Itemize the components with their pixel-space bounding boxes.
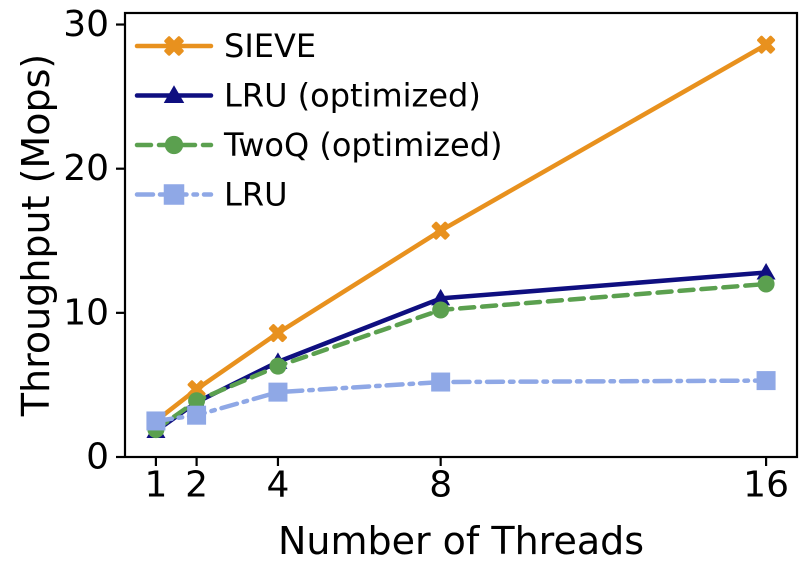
legend-item-twoq-optimized: TwoQ (optimized) xyxy=(134,126,503,164)
y-tick-label: 0 xyxy=(86,437,109,478)
x-tick-label: 1 xyxy=(144,465,167,506)
legend: SIEVE LRU (optimized) TwoQ (optimized) LRU xyxy=(134,27,503,214)
triangle-up-marker-icon xyxy=(756,262,776,280)
circle-marker-icon xyxy=(188,392,206,410)
circle-marker-icon xyxy=(269,357,287,375)
x-tick-label: 8 xyxy=(429,465,452,506)
legend-label: LRU (optimized) xyxy=(224,77,481,115)
legend-label: TwoQ (optimized) xyxy=(223,126,503,164)
x-tick-label: 2 xyxy=(185,465,208,506)
plot-frame xyxy=(123,11,799,459)
x-cross-marker-icon xyxy=(268,324,287,343)
circle-marker-icon xyxy=(432,301,450,319)
legend-item-sieve: SIEVE xyxy=(134,27,316,65)
circle-marker-icon xyxy=(757,275,775,293)
square-marker-icon xyxy=(187,405,207,425)
square-marker-icon xyxy=(431,372,451,392)
legend-item-lru: LRU xyxy=(134,176,287,214)
x-axis-label: Number of Threads xyxy=(278,519,644,563)
x-cross-marker-icon xyxy=(431,221,450,240)
legend-item-lru-optimized: LRU (optimized) xyxy=(134,77,481,115)
legend-label: LRU xyxy=(224,176,287,214)
y-tick-label: 30 xyxy=(63,4,109,45)
y-tick-label: 10 xyxy=(63,292,109,333)
square-marker-icon xyxy=(146,411,166,431)
square-marker-icon xyxy=(163,184,185,205)
x-cross-marker-icon xyxy=(757,35,776,54)
x-tick-label: 16 xyxy=(743,465,789,506)
triangle-up-marker-icon xyxy=(431,288,451,306)
series-lru xyxy=(146,371,776,431)
x-tick-label: 4 xyxy=(266,465,289,506)
x-cross-marker-icon xyxy=(164,36,184,56)
y-axis-label: Throughput (Mops) xyxy=(14,54,58,417)
circle-marker-icon xyxy=(164,135,184,155)
x-axis: 1 2 4 8 16 xyxy=(144,458,789,506)
legend-label: SIEVE xyxy=(224,27,316,65)
square-marker-icon xyxy=(268,382,288,402)
y-tick-label: 20 xyxy=(63,148,109,189)
y-axis: 0 10 20 30 xyxy=(63,4,124,478)
square-marker-icon xyxy=(756,371,776,391)
triangle-up-marker-icon xyxy=(163,85,185,104)
